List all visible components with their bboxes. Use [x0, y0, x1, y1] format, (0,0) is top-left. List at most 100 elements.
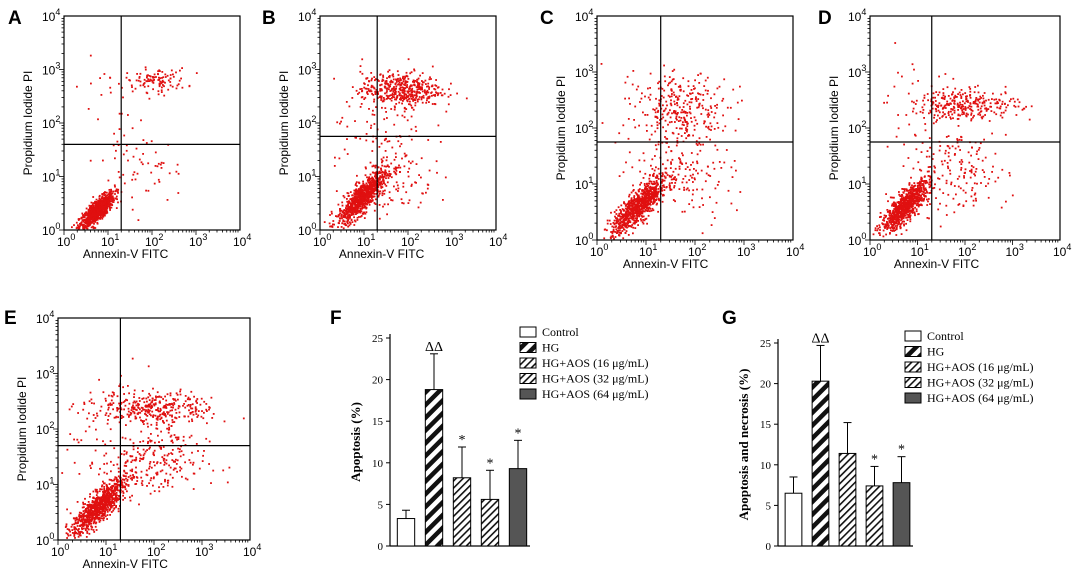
point-late [180, 77, 182, 80]
point-live [97, 213, 100, 216]
point-early [736, 209, 738, 212]
point-live [618, 225, 620, 228]
point-scatter [638, 159, 641, 162]
point-early [692, 161, 694, 164]
point-late [674, 103, 676, 106]
point-live [622, 237, 625, 240]
point-live [90, 215, 93, 218]
point-live [102, 205, 105, 208]
point-late [447, 95, 450, 98]
point-live [323, 221, 326, 223]
point-late [703, 85, 706, 87]
point-late [195, 72, 198, 74]
point-live [98, 195, 101, 198]
point-early [647, 206, 649, 209]
point-live [625, 217, 628, 219]
point-late [677, 85, 680, 88]
point-late [139, 72, 142, 75]
point-late [448, 88, 450, 91]
point-live [895, 234, 898, 236]
point-live [101, 217, 104, 220]
point-early [168, 172, 171, 175]
point-live [361, 199, 364, 201]
point-live [922, 191, 925, 194]
point-live [94, 202, 97, 205]
point-live [619, 222, 622, 225]
point-live [381, 161, 383, 164]
point-live [378, 182, 381, 184]
point-live [89, 214, 92, 216]
point-early [391, 199, 394, 202]
point-live [117, 201, 119, 204]
point-live [345, 210, 347, 213]
point-late [412, 80, 414, 83]
point-live [360, 185, 362, 188]
point-live [638, 206, 640, 208]
point-late [693, 128, 696, 131]
point-early [358, 182, 361, 185]
point-late [421, 90, 424, 93]
point-live [99, 212, 101, 215]
point-live [82, 227, 84, 230]
x-tick-exponent: 4 [799, 242, 804, 252]
point-early [369, 195, 372, 198]
point-live [909, 192, 912, 195]
point-live [920, 187, 923, 189]
point-scatter [113, 132, 115, 135]
point-scatter [674, 167, 677, 170]
point-early [410, 183, 413, 186]
point-late [417, 83, 420, 86]
point-late [428, 86, 431, 89]
point-late [380, 95, 383, 98]
point-live [640, 198, 643, 200]
point-scatter [410, 128, 413, 131]
point-live [385, 177, 387, 180]
point-early [394, 166, 397, 169]
point-live [106, 206, 108, 209]
point-late [393, 93, 396, 96]
point-late [407, 58, 410, 61]
x-axis-label: Annexin-V FITC [339, 247, 425, 261]
point-live [631, 212, 634, 215]
point-live [642, 204, 645, 206]
point-scatter [671, 158, 674, 161]
point-late [435, 91, 437, 94]
point-live [648, 180, 651, 183]
point-live [347, 215, 349, 217]
point-live [356, 204, 358, 207]
point-live [86, 223, 89, 225]
point-late [157, 79, 160, 81]
point-live [631, 218, 634, 221]
point-live [358, 189, 361, 191]
point-live [640, 192, 643, 195]
point-live [337, 203, 340, 206]
point-live [378, 192, 381, 195]
point-live [335, 215, 337, 217]
point-live [115, 188, 118, 191]
point-live [650, 180, 653, 183]
point-late [677, 98, 680, 101]
point-live [360, 195, 363, 198]
point-live [925, 180, 928, 182]
point-late [658, 122, 661, 125]
point-late [435, 85, 438, 87]
point-live [879, 226, 881, 229]
point-early [375, 171, 378, 173]
point-late [386, 88, 389, 90]
point-late [641, 92, 643, 95]
point-late [370, 86, 373, 89]
point-live [96, 202, 99, 205]
point-live [87, 225, 90, 228]
point-live [626, 213, 629, 216]
point-late [664, 136, 666, 138]
point-late [656, 117, 659, 119]
point-late [371, 85, 374, 88]
point-live [641, 199, 644, 202]
point-early [401, 202, 404, 204]
point-live [339, 208, 341, 210]
point-live [362, 180, 364, 183]
point-live [924, 182, 927, 185]
point-live [632, 206, 635, 209]
point-live [641, 204, 643, 207]
point-late [409, 100, 411, 103]
